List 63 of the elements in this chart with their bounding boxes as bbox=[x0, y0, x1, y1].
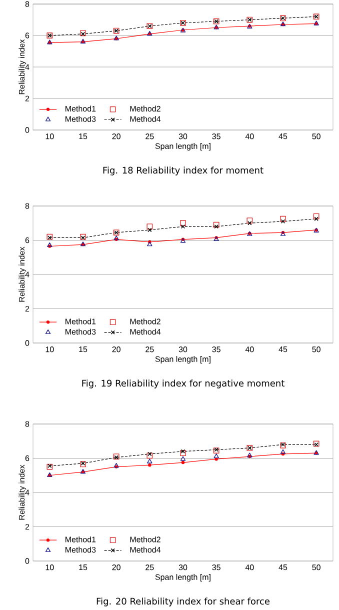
legend-label: Method1 bbox=[66, 318, 96, 324]
y-tick-label: 6 bbox=[25, 455, 30, 462]
y-tick-label: 0 bbox=[25, 340, 30, 346]
legend-label: Method1 bbox=[66, 536, 96, 542]
x-tick-label: 10 bbox=[46, 346, 54, 352]
legend-label: Method4 bbox=[130, 116, 161, 122]
y-tick-label: 6 bbox=[25, 237, 30, 244]
legend-label: Method3 bbox=[66, 328, 96, 335]
legend-label: Method3 bbox=[66, 546, 96, 553]
caption: Fig. 19 Reliability index for negative moment bbox=[82, 380, 284, 388]
y-tick-label: 8 bbox=[25, 1, 30, 7]
x-tick-label: 10 bbox=[46, 564, 54, 570]
x-axis-title: Span length [m] bbox=[155, 574, 210, 582]
x-tick-label: 25 bbox=[146, 346, 154, 352]
x-tick-label: 40 bbox=[245, 564, 254, 570]
x-tick-label: 45 bbox=[278, 564, 288, 570]
x-tick-label: 50 bbox=[312, 564, 320, 570]
y-tick-label: 4 bbox=[25, 490, 30, 496]
x-tick-label: 35 bbox=[212, 134, 220, 140]
x-tick-label: 45 bbox=[278, 346, 288, 352]
x-axis-title: Span length [m] bbox=[155, 356, 210, 364]
x-tick-label: 35 bbox=[212, 564, 220, 570]
x-tick-label: 35 bbox=[212, 346, 220, 352]
caption: Fig. 20 Reliability index for shear force bbox=[96, 598, 270, 606]
x-tick-label: 20 bbox=[112, 564, 120, 570]
y-tick-label: 0 bbox=[25, 127, 30, 133]
legend-label: Method2 bbox=[130, 536, 160, 542]
y-tick-label: 8 bbox=[25, 421, 30, 427]
y-tick-label: 0 bbox=[25, 558, 30, 564]
y-tick-label: 8 bbox=[25, 203, 30, 209]
x-tick-label: 15 bbox=[79, 564, 88, 570]
x-tick-label: 10 bbox=[46, 134, 54, 140]
x-tick-label: 30 bbox=[178, 134, 188, 140]
y-tick-label: 2 bbox=[25, 96, 30, 102]
legend-label: Method4 bbox=[130, 546, 161, 553]
legend-label: Method2 bbox=[130, 318, 160, 324]
x-tick-label: 30 bbox=[178, 564, 188, 570]
legend-label: Method4 bbox=[130, 328, 161, 335]
y-tick-label: 2 bbox=[25, 524, 30, 530]
legend-label: Method1 bbox=[66, 106, 96, 112]
y-tick-label: 2 bbox=[25, 306, 30, 312]
x-tick-label: 20 bbox=[112, 134, 120, 140]
x-tick-label: 25 bbox=[146, 564, 154, 570]
x-tick-label: 50 bbox=[312, 134, 320, 140]
legend-label: Method3 bbox=[66, 116, 96, 122]
x-tick-label: 45 bbox=[278, 134, 288, 140]
x-tick-label: 15 bbox=[79, 134, 88, 140]
y-tick-label: 6 bbox=[25, 32, 30, 38]
y-axis-title: Reliability index bbox=[18, 246, 26, 302]
y-axis-title: Reliability index bbox=[18, 464, 26, 520]
legend-label: Method2 bbox=[130, 106, 160, 112]
caption: Fig. 18 Reliability index for moment bbox=[103, 166, 264, 176]
x-axis-title: Span length [m] bbox=[155, 143, 210, 151]
x-tick-label: 30 bbox=[178, 346, 188, 352]
y-tick-label: 4 bbox=[25, 272, 30, 278]
x-tick-label: 40 bbox=[245, 346, 254, 352]
x-tick-label: 15 bbox=[79, 346, 88, 352]
x-tick-label: 50 bbox=[312, 346, 320, 352]
x-tick-label: 20 bbox=[112, 346, 120, 352]
y-tick-label: 4 bbox=[25, 64, 30, 70]
x-tick-label: 40 bbox=[245, 134, 254, 140]
x-tick-label: 25 bbox=[146, 134, 154, 140]
y-axis-title: Reliability index bbox=[18, 39, 26, 94]
